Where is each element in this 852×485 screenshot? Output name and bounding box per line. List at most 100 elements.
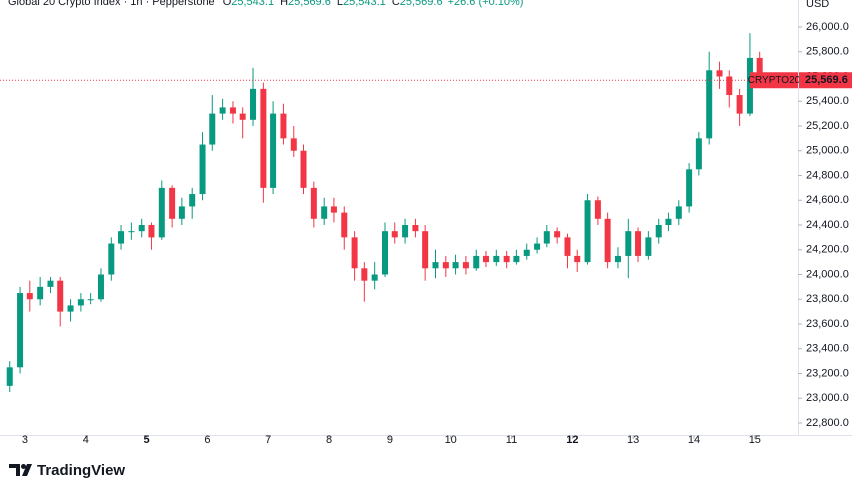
candle-body bbox=[655, 224, 662, 238]
x-tick-label: 5 bbox=[144, 434, 150, 446]
candle-body bbox=[534, 243, 541, 250]
candle-body bbox=[87, 299, 94, 301]
candle-body bbox=[290, 138, 297, 151]
candle-body bbox=[462, 262, 469, 269]
x-tick-label: 3 bbox=[22, 434, 28, 446]
candle-body bbox=[209, 113, 216, 145]
ohlc-value: 25,543.1 bbox=[231, 0, 274, 8]
candle-body bbox=[432, 262, 439, 269]
candle-body bbox=[270, 113, 277, 188]
symbol-label: CRYPTO20 bbox=[748, 75, 801, 86]
candle-body bbox=[330, 206, 337, 213]
y-tick-label: 26,000.0 bbox=[806, 21, 849, 33]
candle-body bbox=[543, 231, 550, 244]
y-tick-label: 24,600.0 bbox=[806, 194, 849, 206]
candles bbox=[6, 33, 763, 393]
brand-logo bbox=[9, 464, 32, 476]
ohlc-key: L bbox=[337, 0, 343, 8]
candle-body bbox=[158, 187, 165, 238]
candle-body bbox=[280, 113, 287, 139]
candle-body bbox=[57, 280, 64, 312]
candle-body bbox=[371, 274, 378, 281]
candle-body bbox=[584, 200, 591, 263]
y-tick-label: 23,800.0 bbox=[806, 293, 849, 305]
candle-body bbox=[706, 70, 713, 139]
candle-body bbox=[17, 293, 24, 368]
candle-body bbox=[645, 237, 652, 256]
x-tick-label: 8 bbox=[326, 434, 332, 446]
y-tick-label: 24,400.0 bbox=[806, 219, 849, 231]
ohlc-key: C bbox=[392, 0, 400, 8]
x-tick-label: 10 bbox=[445, 434, 457, 446]
candle-body bbox=[675, 206, 682, 219]
y-tick-label: 23,200.0 bbox=[806, 367, 849, 379]
candle-body bbox=[118, 231, 125, 244]
candle-body bbox=[594, 200, 601, 219]
candle-body bbox=[716, 70, 723, 77]
candle-body bbox=[391, 231, 398, 238]
x-tick-label: 14 bbox=[688, 434, 700, 446]
candle-body bbox=[513, 255, 520, 263]
symbol-title: Global 20 Crypto Index · 1h · Pepperston… bbox=[8, 0, 215, 8]
y-tick-label: 23,600.0 bbox=[806, 318, 849, 330]
candle-body bbox=[310, 187, 317, 219]
candle-body bbox=[300, 150, 307, 188]
currency-label: USD bbox=[806, 0, 829, 10]
candle-body bbox=[97, 274, 104, 300]
candle-body bbox=[229, 107, 236, 114]
candle-body bbox=[77, 299, 84, 306]
candle-body bbox=[148, 224, 155, 238]
candle-body bbox=[442, 262, 449, 269]
candle-body bbox=[503, 255, 510, 263]
candle-body bbox=[493, 255, 500, 263]
candle-body bbox=[604, 218, 611, 263]
candle-body bbox=[108, 243, 115, 275]
ohlc-key: H bbox=[280, 0, 288, 8]
candle-body bbox=[67, 305, 74, 312]
candle-body bbox=[6, 367, 13, 386]
candle-body bbox=[361, 268, 368, 281]
candle-body bbox=[523, 249, 530, 256]
x-tick-label: 6 bbox=[204, 434, 210, 446]
y-tick-label: 25,200.0 bbox=[806, 120, 849, 132]
candle-body bbox=[199, 144, 206, 195]
candle-body bbox=[138, 224, 145, 232]
candle-body bbox=[128, 231, 135, 233]
y-tick-label: 24,800.0 bbox=[806, 169, 849, 181]
chart-header: Global 20 Crypto Index · 1h · Pepperston… bbox=[8, 0, 523, 8]
x-tick-label: 13 bbox=[627, 434, 639, 446]
y-tick-label: 23,000.0 bbox=[806, 392, 849, 404]
candle-body bbox=[746, 57, 753, 114]
candle-body bbox=[482, 255, 489, 263]
candle-body bbox=[625, 231, 632, 256]
candle-body bbox=[189, 194, 196, 207]
y-tick-label: 25,400.0 bbox=[806, 95, 849, 107]
ohlc-key: O bbox=[223, 0, 232, 8]
x-tick-label: 11 bbox=[506, 434, 517, 446]
x-tick-label: 12 bbox=[566, 434, 578, 446]
candle-body bbox=[26, 293, 33, 300]
candle-body bbox=[260, 88, 267, 188]
candle-body bbox=[452, 262, 459, 269]
x-tick-label: 9 bbox=[387, 434, 393, 446]
candle-body bbox=[665, 218, 672, 225]
candle-body bbox=[239, 113, 246, 120]
candle-body bbox=[412, 224, 419, 232]
price-change: +26.6 (+0.10%) bbox=[448, 0, 524, 8]
candle-body bbox=[341, 212, 348, 238]
candle-body bbox=[351, 237, 358, 269]
candle-body bbox=[473, 255, 480, 269]
y-tick-label: 24,000.0 bbox=[806, 268, 849, 280]
candle-body bbox=[250, 88, 257, 120]
candle-body bbox=[756, 57, 763, 81]
ohlc-value: 25,569.6 bbox=[400, 0, 443, 8]
ohlc-value: 25,543.1 bbox=[343, 0, 386, 8]
x-tick-label: 7 bbox=[265, 434, 271, 446]
candle-body bbox=[178, 206, 185, 219]
y-tick-label: 25,000.0 bbox=[806, 145, 849, 157]
candle-body bbox=[47, 280, 54, 287]
candle-body bbox=[686, 169, 693, 207]
brand-name: TradingView bbox=[37, 462, 125, 479]
candle-body bbox=[554, 231, 561, 238]
